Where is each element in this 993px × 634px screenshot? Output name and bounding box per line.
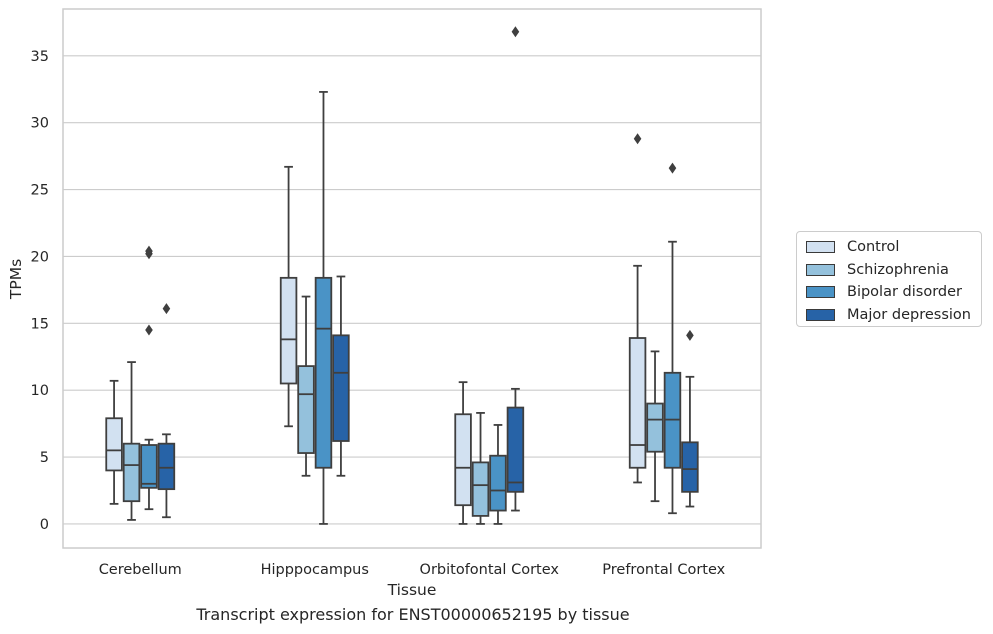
box-body bbox=[489, 454, 507, 512]
box-0-1 bbox=[279, 165, 298, 428]
box-body bbox=[471, 461, 490, 517]
legend-item-control: Control bbox=[806, 236, 981, 259]
box-body bbox=[140, 444, 158, 489]
chart-caption: Transcript expression for ENST0000065219… bbox=[196, 605, 630, 624]
box-2-3 bbox=[663, 162, 682, 515]
box-body bbox=[105, 417, 123, 472]
y-tick-label-10: 10 bbox=[31, 383, 49, 399]
box-0-2 bbox=[454, 381, 472, 525]
x-tick-label-2: Orbitofontal Cortex bbox=[420, 562, 560, 578]
box-body bbox=[332, 334, 350, 442]
box-0-0 bbox=[105, 379, 123, 505]
legend-swatch-control bbox=[806, 241, 835, 254]
outlier-point bbox=[145, 324, 153, 336]
x-tick-label-3: Prefrontal Cortex bbox=[602, 562, 725, 578]
legend-item-bipolar: Bipolar disorder bbox=[806, 281, 981, 304]
gridlines bbox=[63, 55, 761, 525]
outlier-point bbox=[686, 329, 694, 341]
legend-swatch-major-depression bbox=[806, 308, 835, 321]
box-body bbox=[279, 276, 298, 385]
outlier-point bbox=[511, 26, 520, 38]
box-body bbox=[628, 337, 647, 469]
box-3-2 bbox=[506, 26, 525, 512]
outlier-point bbox=[668, 162, 677, 174]
y-tick-label-5: 5 bbox=[40, 450, 49, 466]
legend-item-major-depression: Major depression bbox=[806, 304, 981, 327]
box-2-1 bbox=[314, 91, 333, 525]
box-body bbox=[122, 442, 141, 503]
y-tick-label-30: 30 bbox=[31, 116, 49, 132]
box-3-3 bbox=[681, 329, 699, 508]
y-tick-label-20: 20 bbox=[31, 249, 49, 265]
y-tick-labels: 0 5 10 15 20 25 30 35 bbox=[31, 49, 49, 533]
box-1-1 bbox=[297, 295, 315, 477]
box-body bbox=[506, 406, 525, 493]
y-tick-label-0: 0 bbox=[40, 517, 49, 533]
legend-label-bipolar: Bipolar disorder bbox=[847, 284, 962, 301]
legend-label-major-depression: Major depression bbox=[847, 306, 971, 323]
box-2-0 bbox=[140, 245, 158, 511]
legend-label-control: Control bbox=[847, 239, 900, 256]
outlier-point bbox=[162, 303, 171, 315]
outlier-point bbox=[145, 245, 153, 257]
box-1-3 bbox=[646, 350, 664, 503]
legend-label-schizophrenia: Schizophrenia bbox=[847, 261, 949, 278]
box-body bbox=[297, 365, 315, 454]
legend-item-schizophrenia: Schizophrenia bbox=[806, 259, 981, 282]
legend-swatch-schizophrenia bbox=[806, 263, 835, 276]
plot-frame bbox=[62, 8, 762, 549]
y-tick-label-35: 35 bbox=[31, 49, 49, 65]
box-0-3 bbox=[628, 133, 647, 484]
x-axis-label: Tissue bbox=[387, 581, 437, 599]
box-body bbox=[454, 413, 472, 507]
box-2-2 bbox=[489, 424, 507, 525]
box-series bbox=[105, 26, 699, 525]
box-body bbox=[157, 442, 176, 491]
x-tick-labels: Cerebellum Hipppocampus Orbitofontal Corte… bbox=[99, 562, 726, 578]
x-tick-label-1: Hipppocampus bbox=[261, 562, 369, 578]
y-tick-label-25: 25 bbox=[31, 183, 49, 199]
y-axis-label: TPMs bbox=[7, 259, 25, 300]
box-1-0 bbox=[122, 361, 141, 521]
box-3-0 bbox=[157, 303, 176, 519]
box-1-2 bbox=[471, 412, 490, 525]
y-tick-label-15: 15 bbox=[31, 316, 49, 332]
legend-swatch-bipolar bbox=[806, 286, 835, 299]
box-body bbox=[314, 276, 333, 469]
box-body bbox=[646, 402, 664, 453]
x-tick-label-0: Cerebellum bbox=[99, 562, 182, 578]
outlier-point bbox=[633, 133, 642, 145]
box-3-1 bbox=[332, 275, 350, 477]
legend: Control Schizophrenia Bipolar disorder M… bbox=[796, 231, 982, 327]
box-body bbox=[681, 441, 699, 493]
